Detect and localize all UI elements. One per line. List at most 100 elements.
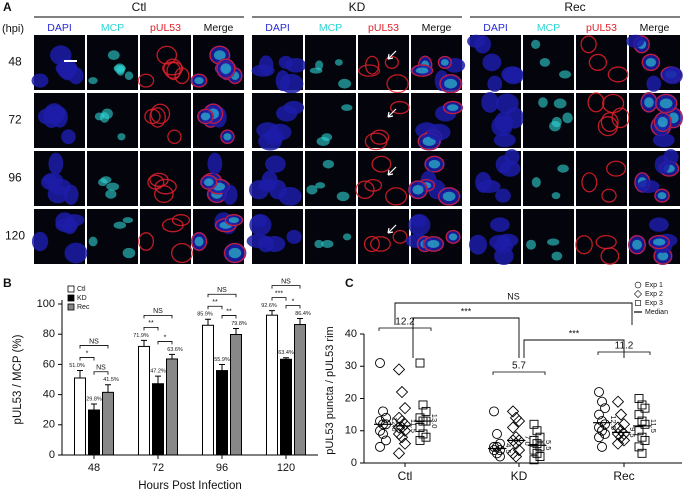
capsid-signal [107, 50, 120, 61]
group-bracket [378, 327, 432, 331]
nucleus [251, 64, 275, 77]
micrograph-background [140, 209, 191, 264]
significance-bracket [79, 357, 95, 361]
data-point [617, 434, 631, 447]
lamina-signal [641, 53, 661, 71]
micrograph-background [358, 151, 409, 206]
capsid-signal [213, 50, 226, 61]
nucleus [268, 123, 292, 141]
data-point [532, 439, 542, 449]
channel-label: Merge [422, 22, 452, 34]
error-bar [269, 310, 275, 316]
capsid-signal [427, 239, 440, 248]
value-label: 71.9% [133, 333, 149, 339]
nucleus [249, 214, 272, 236]
nucleus [286, 229, 302, 244]
significance-bracket [143, 314, 173, 319]
value-label: 55.9% [214, 357, 230, 363]
lamina-signal [171, 214, 191, 227]
data-point [640, 435, 650, 445]
lamina-signal [197, 108, 214, 125]
data-point [535, 442, 545, 452]
lamina-signal [364, 178, 383, 192]
capsid-signal [306, 184, 318, 195]
lamina-signal [392, 229, 408, 244]
median-label: 9.5 [628, 427, 637, 437]
nucleus [48, 152, 64, 175]
capsid-signal [94, 112, 105, 121]
error-bar [233, 327, 239, 335]
lamina-signal [200, 174, 218, 190]
micrograph-tile [411, 93, 464, 151]
micrograph-tile [31, 209, 88, 264]
x-axis-label: Hours Post Infection [138, 480, 242, 492]
capsid-signal [657, 192, 667, 200]
lamina-signal [370, 236, 391, 252]
lamina-signal [606, 160, 627, 177]
bar [88, 409, 100, 456]
bar [216, 370, 228, 456]
data-point [378, 429, 388, 439]
legend-label: KD [77, 295, 87, 302]
overall-median-label: 12.2 [395, 317, 415, 328]
capsid-signal [553, 98, 567, 109]
lamina-signal [575, 235, 593, 255]
data-point [398, 437, 412, 450]
capsid-signal [557, 164, 569, 173]
significance-label: NS [507, 291, 520, 301]
arrow [387, 50, 397, 60]
lamina-signal [445, 229, 461, 244]
nucleus [495, 188, 511, 203]
micrograph-tile [190, 35, 244, 90]
significance-label: *** [461, 306, 472, 316]
value-label: 51.0% [69, 363, 85, 369]
capsid-signal [316, 136, 330, 146]
data-point [418, 400, 428, 410]
micrograph-tile [358, 35, 409, 94]
significance-label: NS [153, 308, 163, 315]
error-bar [155, 375, 161, 384]
micrograph-tile [193, 93, 244, 148]
nucleus [652, 133, 675, 148]
micrograph-tile [34, 151, 85, 206]
capsid-signal [228, 217, 240, 224]
micrograph-background [576, 35, 627, 90]
data-point [395, 385, 409, 399]
data-point [395, 431, 409, 444]
lamina-signal [147, 174, 165, 190]
micrograph-tile [626, 34, 683, 92]
data-point [415, 413, 425, 423]
lamina-signal [358, 64, 381, 77]
legend-marker [635, 300, 641, 306]
nucleus [248, 180, 269, 200]
nucleus [65, 214, 85, 227]
lamina-signal [170, 243, 193, 264]
data-point [637, 432, 647, 442]
x-tick-label: 72 [152, 462, 164, 474]
data-point [489, 441, 499, 452]
data-point [634, 426, 644, 436]
micrograph-tile [252, 93, 305, 151]
data-point [375, 425, 385, 436]
lamina-signal [588, 53, 608, 71]
value-label: 47.2% [150, 369, 166, 375]
data-point [529, 419, 539, 429]
lamina-signal [371, 155, 392, 173]
overall-median-label: 5.7 [512, 361, 526, 372]
lamina-signal [653, 112, 672, 133]
capsid-signal [657, 251, 669, 261]
lamina-signal [144, 108, 161, 125]
bar [266, 314, 278, 456]
micrograph-background [576, 151, 627, 206]
capsid-signal [341, 104, 353, 111]
significance-bracket [221, 315, 237, 319]
nucleus [408, 214, 431, 236]
lamina-signal [355, 180, 375, 200]
channel-label: Merge [204, 22, 234, 34]
micrograph-tile [629, 149, 680, 206]
significance-label: ** [148, 320, 154, 327]
value-label: 85.9% [197, 312, 213, 318]
capsid-signal [194, 236, 204, 247]
error-bar [77, 369, 83, 378]
lamina-signal [386, 74, 409, 94]
